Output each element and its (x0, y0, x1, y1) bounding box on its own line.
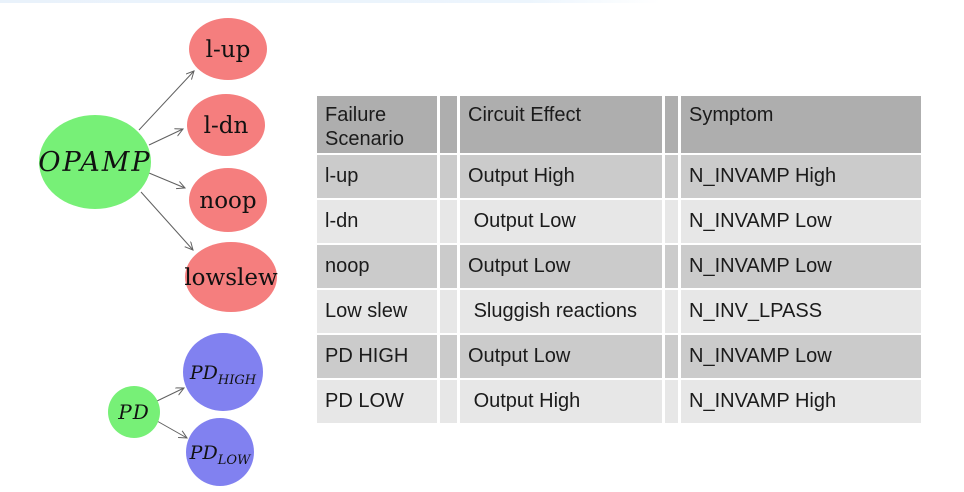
node-lowslew: lowslew (184, 242, 278, 312)
node-ldn: l-dn (187, 94, 265, 156)
cell-gap (665, 335, 678, 378)
cell-effect: Output High (468, 165, 575, 187)
cell-gap (665, 200, 678, 243)
node-noop-label: noop (199, 188, 256, 214)
header-gap-1 (440, 96, 457, 153)
node-opamp-shape (39, 115, 151, 209)
cell-failure: l-dn (325, 210, 359, 232)
table-row: Low slew Sluggish reactions N_INV_LPASS (317, 290, 921, 333)
node-ldn-label: l-dn (204, 113, 249, 139)
table-row: PD LOW Output High N_INVAMP High (317, 380, 921, 423)
table-header-row: Failure Scenario Circuit Effect Symptom (317, 96, 921, 153)
cell-effect: Output Low (468, 345, 571, 367)
node-pdlow-label: PDLOW (189, 442, 252, 468)
node-ldn-shape (187, 94, 265, 156)
edge-opamp-to-lup (138, 71, 194, 131)
cell-gap (440, 200, 457, 243)
cell-failure: PD HIGH (325, 345, 409, 367)
header-symptom: Symptom (689, 104, 774, 126)
header-failure-scenario: Failure Scenario (325, 104, 404, 150)
edge-pd-to-pdlow (156, 420, 187, 438)
node-lup: l-up (189, 18, 267, 80)
cell-effect: Sluggish reactions (468, 300, 637, 322)
cell-gap (440, 155, 457, 198)
cell-failure: Low slew (325, 300, 408, 322)
node-noop-shape (189, 168, 267, 232)
cell-gap (440, 290, 457, 333)
node-pd-shape (108, 386, 160, 438)
node-pdlow: PDLOW (186, 418, 254, 486)
cell-gap (440, 380, 457, 423)
cell-symptom: N_INVAMP High (689, 165, 837, 187)
node-pdhigh-shape (183, 333, 263, 411)
fault-tree-diagram: OPAMP l-up l-dn noop lowslew PD PDHIGH (38, 18, 278, 486)
header-circuit-effect: Circuit Effect (468, 104, 581, 126)
node-lup-label: l-up (206, 37, 251, 63)
cell-symptom: N_INVAMP Low (689, 210, 832, 232)
table-row: noop Output Low N_INVAMP Low (317, 245, 921, 288)
node-noop: noop (189, 168, 267, 232)
node-pdhigh-label-main: PD (189, 362, 218, 384)
edge-pd-to-pdhigh (156, 388, 184, 402)
edges (138, 71, 194, 438)
cell-gap (440, 335, 457, 378)
node-opamp: OPAMP (38, 115, 151, 209)
cell-gap (440, 245, 457, 288)
cell-gap (665, 380, 678, 423)
cell-gap (665, 290, 678, 333)
cell-symptom: N_INVAMP Low (689, 255, 832, 277)
cell-failure: l-up (325, 165, 359, 187)
node-lup-shape (189, 18, 267, 80)
node-pdlow-shape (186, 418, 254, 486)
edge-opamp-to-noop (148, 172, 185, 188)
header-gap-2 (665, 96, 678, 153)
cell-effect: Output Low (468, 255, 571, 277)
table-row: PD HIGH Output Low N_INVAMP Low (317, 335, 921, 378)
node-pd-label: PD (117, 400, 150, 424)
cell-effect: Output High (468, 390, 581, 412)
node-lowslew-label: lowslew (184, 265, 278, 291)
table-row: l-dn Output Low N_INVAMP Low (317, 200, 921, 243)
edge-opamp-to-lowslew (140, 191, 193, 250)
node-lowslew-shape (185, 242, 277, 312)
cell-failure: PD LOW (325, 390, 404, 412)
node-pdhigh: PDHIGH (183, 333, 263, 411)
cell-symptom: N_INVAMP High (689, 390, 837, 412)
cell-symptom: N_INV_LPASS (689, 300, 823, 322)
table-row: l-up Output High N_INVAMP High (317, 155, 921, 198)
cell-effect: Output Low (468, 210, 576, 232)
node-pd: PD (108, 386, 160, 438)
node-opamp-label: OPAMP (38, 147, 151, 178)
cell-symptom: N_INVAMP Low (689, 345, 832, 367)
node-pdlow-label-sub: LOW (217, 453, 252, 468)
node-pdlow-label-main: PD (189, 442, 218, 464)
node-pdhigh-label-sub: HIGH (217, 373, 257, 388)
cell-gap (665, 155, 678, 198)
node-pdhigh-label: PDHIGH (189, 362, 257, 388)
edge-opamp-to-ldn (148, 129, 183, 146)
top-accent-strip (0, 0, 660, 3)
failure-scenario-table: Failure Scenario Circuit Effect Symptom … (314, 94, 924, 425)
cell-failure: noop (325, 255, 370, 277)
cell-gap (665, 245, 678, 288)
